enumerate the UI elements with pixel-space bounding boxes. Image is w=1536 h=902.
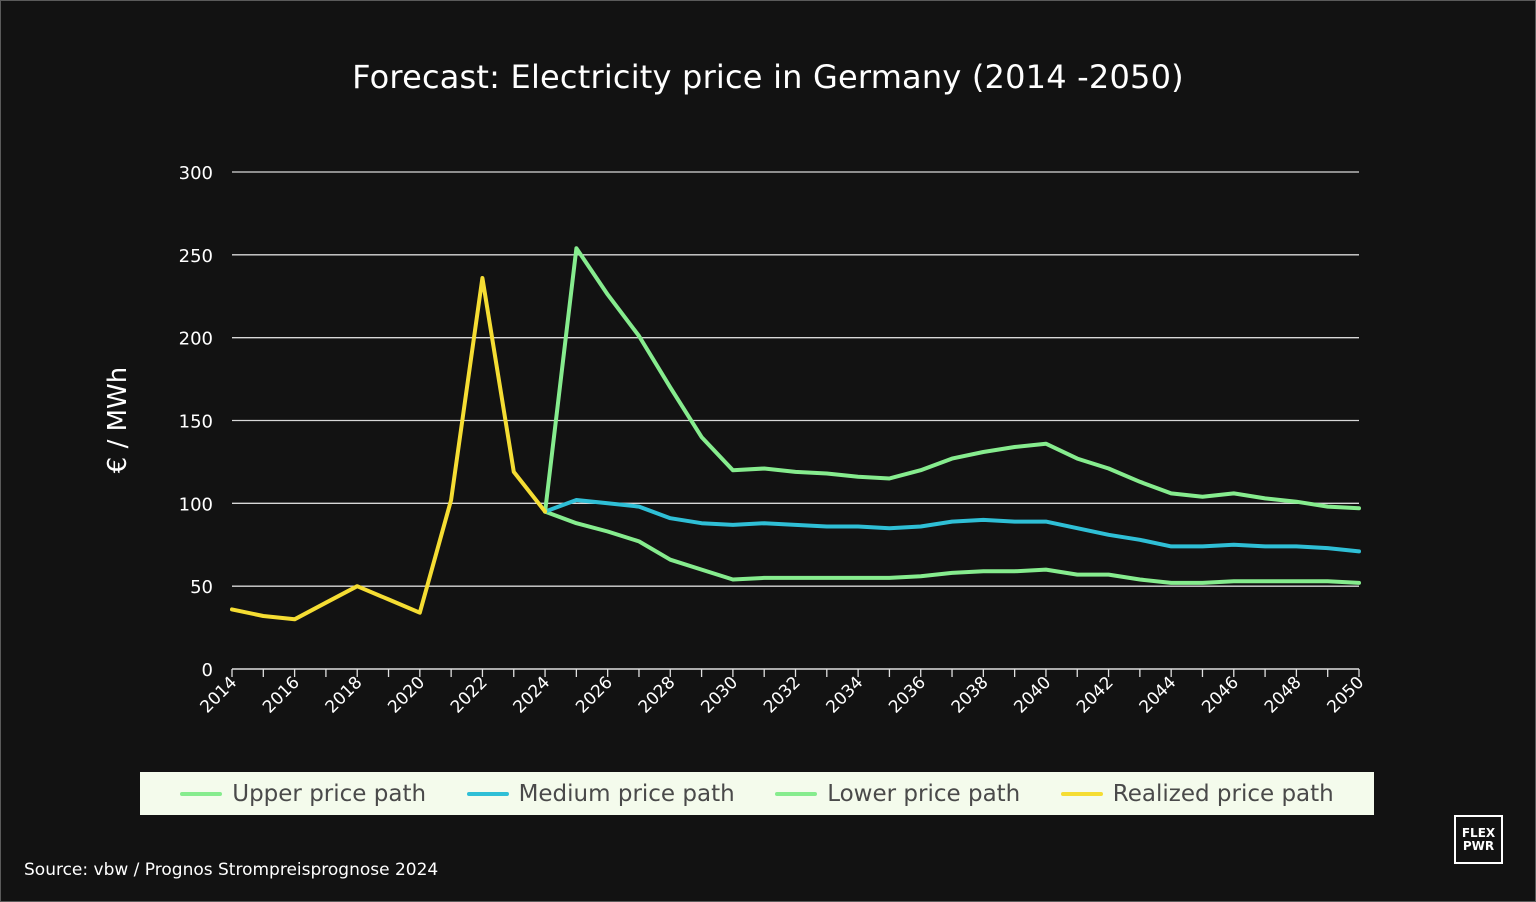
- legend-label-medium: Medium price path: [518, 780, 735, 807]
- x-tick-label-2040: 2040: [1010, 673, 1055, 718]
- y-axis-title: € / MWh: [103, 366, 133, 474]
- x-tick-label-2050: 2050: [1323, 673, 1368, 718]
- legend-label-lower: Lower price path: [827, 780, 1021, 807]
- legend-label-realized: Realized price path: [1112, 780, 1334, 807]
- legend-swatch-medium: [466, 791, 509, 796]
- x-tick-label-2046: 2046: [1198, 673, 1243, 718]
- x-tick-label-2036: 2036: [885, 673, 930, 718]
- series-line-realized-price-path: [230, 276, 548, 622]
- legend-item-lower[interactable]: Lower price path: [775, 781, 1020, 807]
- series-line-medium-price-path: [543, 498, 1361, 554]
- legend: Upper price path Medium price path Lower…: [140, 772, 1374, 815]
- x-tick-label-2020: 2020: [384, 673, 429, 718]
- y-tick-label-100: 100: [179, 494, 213, 515]
- y-tick-label-200: 200: [179, 329, 213, 350]
- flexpwr-logo: FLEX PWR: [1454, 815, 1503, 864]
- source-note: Source: vbw / Prognos Strompreisprognose…: [24, 860, 439, 880]
- chart-title: Forecast: Electricity price in Germany (…: [352, 58, 1184, 96]
- x-tick-label-2034: 2034: [823, 673, 868, 718]
- y-tick-label-50: 50: [190, 577, 213, 598]
- series-line-upper-price-path: [543, 246, 1361, 514]
- x-tick-label-2042: 2042: [1073, 673, 1118, 718]
- legend-item-upper[interactable]: Upper price path: [180, 781, 426, 807]
- x-tick-label-2032: 2032: [760, 673, 805, 718]
- x-tick-label-2038: 2038: [948, 673, 993, 718]
- y-tick-label-0: 0: [202, 660, 213, 681]
- x-tick-label-2016: 2016: [259, 673, 304, 718]
- x-tick-label-2026: 2026: [572, 673, 617, 718]
- y-tick-label-150: 150: [179, 412, 213, 433]
- x-tick-label-2024: 2024: [510, 673, 555, 718]
- x-tick-label-2028: 2028: [635, 673, 680, 718]
- x-tick-label-2022: 2022: [447, 673, 492, 718]
- x-tick-label-2048: 2048: [1261, 673, 1306, 718]
- legend-label-upper: Upper price path: [232, 780, 427, 807]
- series-line-lower-price-path: [543, 509, 1361, 585]
- x-tick-label-2044: 2044: [1136, 673, 1181, 718]
- y-tick-label-300: 300: [179, 163, 213, 184]
- legend-swatch-lower: [775, 791, 818, 796]
- logo-line-2: PWR: [1462, 838, 1495, 853]
- legend-item-medium[interactable]: Medium price path: [466, 780, 735, 807]
- y-tick-label-250: 250: [179, 246, 213, 267]
- legend-item-realized[interactable]: Realized price path: [1060, 780, 1334, 807]
- legend-swatch-realized: [1060, 791, 1103, 796]
- x-tick-label-2030: 2030: [697, 673, 742, 718]
- legend-swatch-upper: [180, 791, 223, 796]
- x-tick-label-2018: 2018: [322, 673, 367, 718]
- logo-line-1: FLEX: [1461, 825, 1496, 840]
